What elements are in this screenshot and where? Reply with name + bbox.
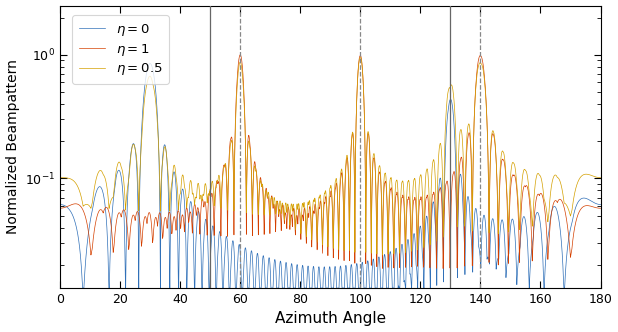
$\eta = 1$	[439, 267, 447, 271]
$\eta = 0.5$	[420, 239, 427, 243]
$\eta = 0$	[410, 236, 417, 240]
$\eta = 0.5$	[546, 199, 554, 203]
$\eta = 0$	[420, 274, 427, 278]
$\eta = 0$	[56, 203, 64, 207]
$\eta = 0.5$	[101, 174, 108, 178]
$\eta = 1$	[237, 53, 244, 57]
$\eta = 0$	[114, 169, 122, 173]
Y-axis label: Normalized Beampattern: Normalized Beampattern	[6, 59, 20, 234]
$\eta = 1$	[82, 214, 89, 218]
$\eta = 1$	[56, 206, 64, 210]
$\eta = 0$	[146, 61, 154, 65]
$\eta = 0.5$	[82, 203, 89, 207]
Line: $\eta = 0$: $\eta = 0$	[60, 63, 601, 288]
$\eta = 0.5$	[597, 176, 604, 180]
$\eta = 0$	[82, 263, 89, 267]
$\eta = 1$	[546, 228, 554, 232]
Line: $\eta = 0.5$: $\eta = 0.5$	[60, 57, 601, 255]
$\eta = 1$	[420, 262, 427, 266]
$\eta = 0$	[546, 221, 554, 225]
$\eta = 0.5$	[357, 55, 364, 59]
$\eta = 0.5$	[114, 162, 122, 166]
$\eta = 1$	[597, 206, 604, 210]
$\eta = 0$	[597, 203, 604, 207]
$\eta = 0.5$	[56, 176, 64, 180]
$\eta = 0$	[79, 286, 87, 290]
$\eta = 0.5$	[410, 183, 417, 187]
Legend: $\eta = 0$, $\eta = 1$, $\eta = 0.5$: $\eta = 0$, $\eta = 1$, $\eta = 0.5$	[72, 15, 169, 84]
$\eta = 1$	[101, 208, 108, 211]
$\eta = 1$	[114, 213, 122, 217]
$\eta = 0$	[101, 198, 108, 202]
$\eta = 0.5$	[379, 253, 386, 257]
Line: $\eta = 1$: $\eta = 1$	[60, 55, 601, 269]
X-axis label: Azimuth Angle: Azimuth Angle	[275, 311, 386, 326]
$\eta = 1$	[410, 202, 417, 206]
